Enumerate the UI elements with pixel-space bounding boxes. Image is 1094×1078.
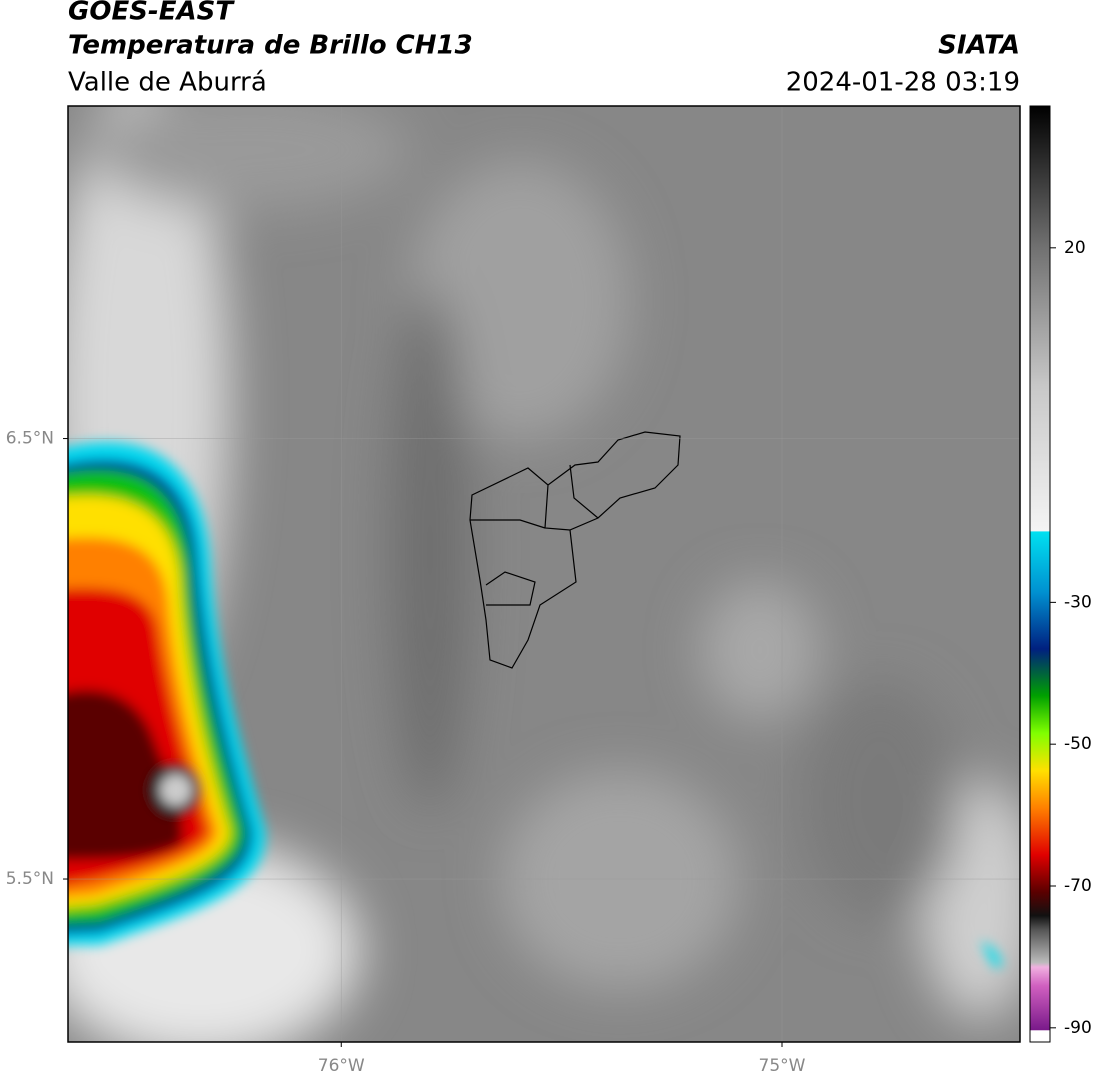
map-image — [68, 106, 1020, 1042]
subtitle: Temperatura de Brillo CH13 — [68, 31, 473, 61]
colorbar-tick-label: -30 — [1064, 592, 1092, 612]
colorbar — [1029, 105, 1051, 1043]
graticule — [68, 106, 1020, 1042]
x-tick-label: 75°W — [759, 1056, 806, 1076]
region: Valle de Aburrá — [68, 68, 267, 98]
map-frame — [67, 105, 1021, 1043]
colorbar-tick-label: 20 — [1064, 238, 1086, 258]
source: SIATA — [938, 31, 1020, 61]
y-tick-label: 6.5°N — [6, 429, 54, 449]
colorbar-tick-label: -90 — [1064, 1018, 1092, 1038]
x-tick-label: 76°W — [318, 1056, 365, 1076]
title: GOES-EAST — [68, 0, 235, 27]
colorbar-tick-label: -70 — [1064, 876, 1092, 896]
colorbar-tick-label: -50 — [1064, 734, 1092, 754]
y-tick-label: 5.5°N — [6, 869, 54, 889]
datetime: 2024-01-28 03:19 — [786, 68, 1020, 98]
